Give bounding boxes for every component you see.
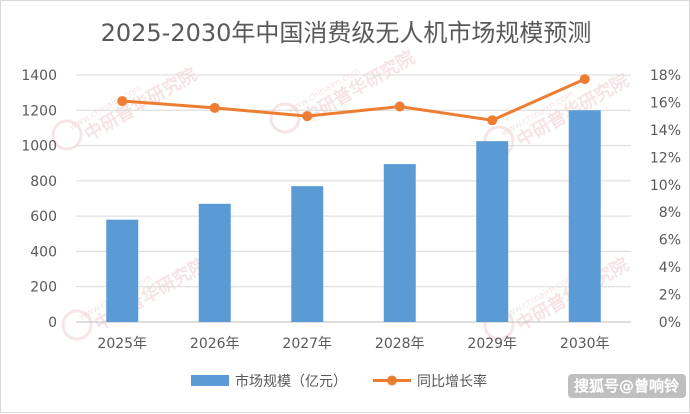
right-tick-label: 6% xyxy=(659,233,681,249)
chart-title: 2025-2030年中国消费级无人机市场规模预测 xyxy=(101,19,592,47)
x-axis: 2025年 2026年 2027年 2028年 2029年 2030年 xyxy=(97,336,609,352)
line-series xyxy=(117,74,590,126)
right-axis: 0% 2% 4% 6% 8% 10% 12% 14% 16% 18% xyxy=(650,68,681,331)
line-point xyxy=(117,96,128,107)
left-tick-label: 600 xyxy=(30,209,57,225)
left-tick-label: 1200 xyxy=(21,103,57,119)
x-tick-label: 2025年 xyxy=(97,336,147,352)
left-tick-label: 400 xyxy=(30,244,57,260)
bar xyxy=(568,110,601,323)
left-tick-label: 1000 xyxy=(21,139,57,155)
watermark-logo-icon xyxy=(61,309,93,341)
bar xyxy=(476,141,509,322)
credit-background xyxy=(567,374,686,398)
line-point xyxy=(394,101,405,112)
x-tick-label: 2026年 xyxy=(190,336,240,352)
watermark-logo-icon xyxy=(269,102,301,134)
gridlines xyxy=(76,74,631,323)
legend-bar-swatch xyxy=(191,375,229,386)
left-tick-label: 0 xyxy=(48,315,57,331)
right-tick-label: 0% xyxy=(659,315,681,331)
right-tick-label: 2% xyxy=(659,288,681,304)
line-point xyxy=(302,111,313,122)
line-point xyxy=(487,115,498,126)
x-tick-label: 2029年 xyxy=(467,336,517,352)
right-tick-label: 18% xyxy=(650,68,681,84)
right-tick-label: 12% xyxy=(650,150,681,166)
bar xyxy=(291,186,324,322)
growth-rate-line xyxy=(122,77,586,122)
credit-text: 搜狐号@曾响铃 xyxy=(574,377,680,395)
right-tick-label: 10% xyxy=(650,178,681,194)
line-point xyxy=(209,102,220,113)
bar xyxy=(106,219,139,322)
watermark-logo-icon xyxy=(51,119,83,151)
legend-label-market-size: 市场规模（亿元） xyxy=(235,373,347,390)
legend-label-growth-rate: 同比增长率 xyxy=(417,373,487,390)
bar xyxy=(198,203,231,322)
right-tick-label: 4% xyxy=(659,260,681,276)
right-tick-label: 14% xyxy=(650,123,681,139)
right-tick-label: 8% xyxy=(659,205,681,221)
x-tick-label: 2027年 xyxy=(282,336,332,352)
legend: 市场规模（亿元） 同比增长率 xyxy=(191,373,487,390)
left-tick-label: 800 xyxy=(30,174,57,190)
credit-watermark: 搜狐号@曾响铃 xyxy=(567,374,686,398)
bar-series xyxy=(106,110,601,323)
bar xyxy=(383,164,416,322)
right-tick-label: 16% xyxy=(650,95,681,111)
legend-marker xyxy=(387,375,397,386)
x-tick-label: 2030年 xyxy=(560,336,610,352)
left-tick-label: 1400 xyxy=(21,68,57,84)
left-axis: 0 200 400 600 800 1000 1200 1400 xyxy=(21,68,57,331)
line-point xyxy=(579,74,590,85)
left-tick-label: 200 xyxy=(30,280,57,296)
x-tick-label: 2028年 xyxy=(375,336,425,352)
